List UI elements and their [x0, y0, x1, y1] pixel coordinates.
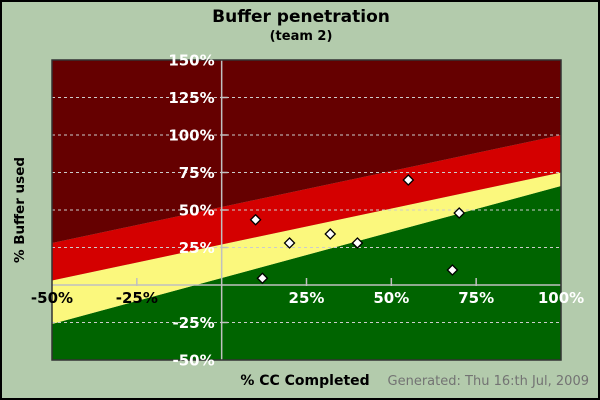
y-tick-label-25: 25%: [179, 239, 215, 257]
data-point-6[interactable]: [446, 264, 459, 276]
plot-border: [51, 59, 562, 361]
zone-dark-red: [52, 60, 561, 243]
chart-title: Buffer penetration: [212, 7, 390, 27]
y-tick-label-150: 150%: [168, 52, 214, 70]
y-tick-label--50: -50%: [173, 352, 215, 370]
y-tick-label-75: 75%: [179, 164, 215, 182]
x-axis-title: % CC Completed: [240, 373, 370, 389]
zone-red: [52, 135, 561, 281]
data-point-2[interactable]: [283, 237, 296, 249]
data-point-1[interactable]: [256, 272, 269, 285]
chart-subtitle: (team 2): [269, 29, 333, 44]
y-tick-label-50: 50%: [179, 202, 215, 220]
data-point-4[interactable]: [351, 237, 364, 249]
x-tick-label-50: 50%: [373, 289, 409, 307]
x-tick-label-75: 75%: [458, 289, 494, 307]
x-tick-label-25: 25%: [289, 289, 325, 307]
y-tick-label--25: -25%: [173, 314, 215, 332]
data-point-7[interactable]: [453, 207, 466, 219]
data-point-5[interactable]: [402, 174, 415, 186]
zone-yellow: [52, 172, 561, 324]
y-tick-label-125: 125%: [168, 89, 214, 107]
x-tick-label--50: -50%: [31, 289, 73, 307]
generated-timestamp: Generated: Thu 16:th Jul, 2009: [387, 374, 589, 389]
data-point-0[interactable]: [249, 213, 262, 226]
x-tick-label--25: -25%: [116, 289, 158, 307]
y-tick-label-100: 100%: [168, 127, 214, 145]
zone-green: [52, 186, 561, 360]
x-tick-label-100: 100%: [538, 289, 584, 307]
data-point-3[interactable]: [324, 228, 337, 240]
